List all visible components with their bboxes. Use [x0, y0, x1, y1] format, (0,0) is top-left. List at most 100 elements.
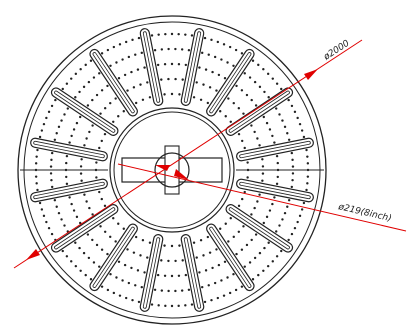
- perforation-hole: [130, 266, 133, 270]
- rib-inner-outline: [209, 52, 252, 114]
- perforation-hole: [70, 202, 73, 206]
- perforation-hole: [126, 248, 129, 251]
- perforation-hole: [305, 148, 308, 152]
- perforation-hole: [275, 82, 279, 85]
- perforation-hole: [60, 218, 63, 221]
- perforation-hole: [114, 97, 117, 100]
- perforation-hole: [47, 226, 51, 230]
- perforation-hole: [95, 176, 98, 179]
- perforation-hole: [206, 101, 210, 105]
- perforation-hole: [140, 51, 143, 55]
- perforation-hole: [227, 240, 230, 243]
- perforation-hole: [117, 260, 121, 263]
- perforation-hole: [167, 259, 170, 263]
- perforation-hole: [180, 48, 184, 51]
- rib-inner-outline: [239, 140, 311, 159]
- perforation-hole: [232, 101, 235, 105]
- perforation-hole: [78, 90, 81, 94]
- perforation-hole: [82, 251, 86, 255]
- perforation-hole: [253, 256, 257, 260]
- perforation-hole: [296, 220, 299, 224]
- perforation-hole: [201, 51, 204, 55]
- perforation-hole: [65, 182, 69, 186]
- perforation-hole: [50, 232, 54, 236]
- perforation-hole: [123, 263, 127, 267]
- rib-outline: [89, 48, 138, 117]
- perforation-hole: [109, 235, 112, 239]
- perforation-hole: [226, 61, 229, 64]
- perforation-hole: [177, 63, 181, 66]
- perforation-hole: [35, 182, 38, 185]
- perforation-hole: [296, 116, 299, 120]
- perforation-hole: [79, 269, 82, 272]
- rib-inner-outline: [33, 181, 105, 200]
- perforation-hole: [127, 55, 131, 59]
- rib-inner-outline: [142, 237, 161, 309]
- rib-inner-outline: [228, 207, 290, 250]
- perforation-hole: [55, 205, 58, 208]
- rib-outline: [139, 28, 164, 106]
- perforation-hole: [98, 265, 101, 268]
- perforation-hole: [34, 162, 38, 165]
- perforation-hole: [137, 36, 141, 40]
- perforation-hole: [261, 172, 265, 175]
- perforation-hole: [199, 98, 203, 101]
- perforation-hole: [195, 81, 198, 84]
- rib-inner-outline: [54, 207, 116, 250]
- perforation-hole: [83, 144, 86, 147]
- rib-inner-outline: [228, 90, 290, 133]
- rib-inner-outline: [33, 140, 105, 159]
- perforation-hole: [187, 288, 191, 292]
- perforation-hole: [170, 92, 174, 96]
- perforation-hole: [217, 263, 221, 267]
- perforation-hole: [283, 211, 287, 215]
- perforation-hole: [266, 72, 270, 76]
- perforation-hole: [84, 63, 87, 67]
- perforation-hole: [103, 230, 107, 233]
- perforation-hole: [85, 200, 88, 203]
- pipe-diameter-arrowhead-left: [155, 165, 170, 171]
- perforation-hole: [136, 269, 140, 272]
- perforation-hole: [100, 197, 103, 201]
- radial-rib: [206, 48, 255, 117]
- perforation-hole: [290, 104, 294, 108]
- perforation-hole: [273, 196, 276, 199]
- perforation-hole: [45, 116, 48, 120]
- perforation-hole: [262, 115, 265, 119]
- perforation-hole: [241, 197, 244, 201]
- perforation-hole: [65, 161, 68, 165]
- perforation-hole: [293, 226, 297, 230]
- perforation-hole: [117, 222, 120, 225]
- perforation-hole: [163, 93, 166, 96]
- rib-outline: [236, 178, 314, 203]
- perforation-hole: [70, 77, 73, 80]
- radial-rib: [225, 87, 294, 136]
- perforation-hole: [181, 78, 184, 81]
- perforation-hole: [143, 271, 146, 274]
- perforation-hole: [207, 284, 210, 287]
- perforation-hole: [210, 38, 213, 42]
- perforation-hole: [177, 274, 181, 277]
- perforation-hole: [103, 132, 107, 136]
- perforation-hole: [34, 168, 38, 172]
- perforation-hole: [50, 158, 53, 162]
- perforation-hole: [207, 53, 210, 56]
- perforation-hole: [42, 214, 46, 218]
- perforation-hole: [184, 63, 188, 67]
- perforation-hole: [258, 85, 262, 89]
- perforation-hole: [206, 235, 210, 239]
- perforation-hole: [87, 256, 91, 260]
- perforation-hole: [174, 77, 177, 81]
- perforation-hole: [286, 132, 289, 135]
- perforation-hole: [148, 241, 152, 244]
- pipe-diameter-label: ø219(8inch): [336, 202, 392, 224]
- perforation-hole: [100, 52, 104, 55]
- perforation-hole: [256, 137, 259, 140]
- perforation-hole: [251, 278, 255, 281]
- perforation-hole: [306, 168, 310, 172]
- perforation-hole: [68, 141, 71, 144]
- perforation-hole: [122, 227, 125, 230]
- perforation-hole: [243, 72, 246, 75]
- perforation-hole: [246, 176, 249, 179]
- perforation-hole: [106, 48, 110, 52]
